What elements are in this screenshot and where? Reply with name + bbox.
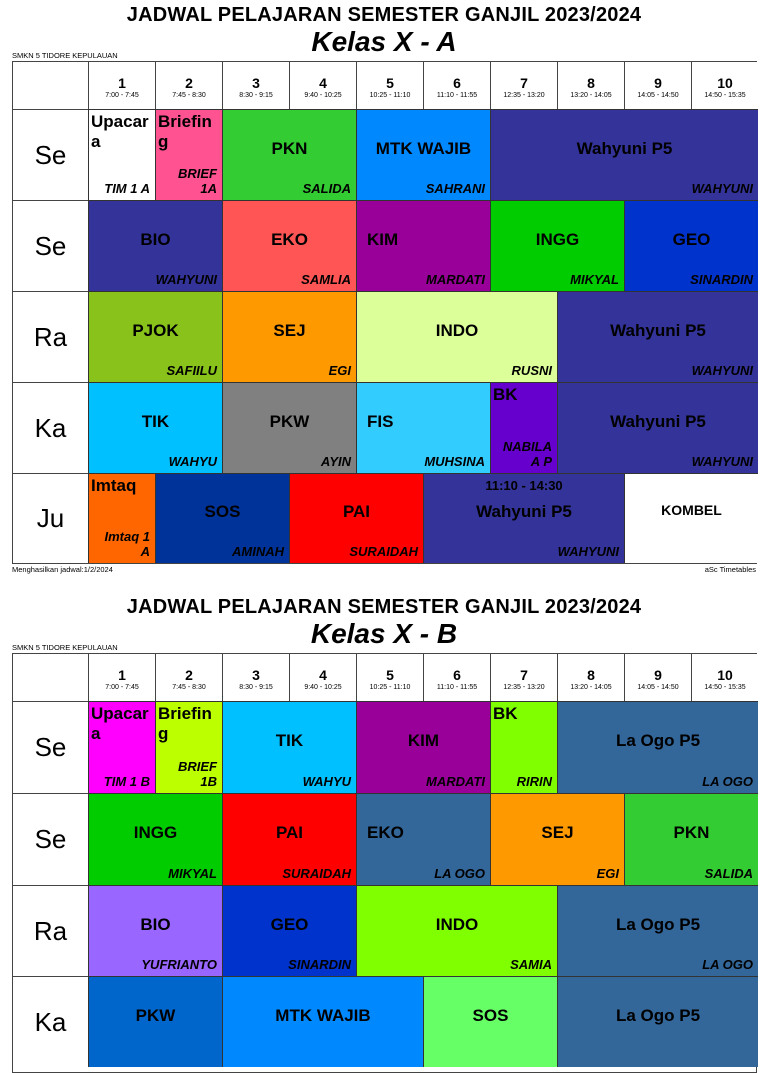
day-label: Ju — [13, 473, 88, 563]
period-header: 4 9:40 - 10:25 — [289, 62, 356, 109]
lesson-briefing[interactable]: Briefing BRIEF 1B — [155, 701, 222, 793]
lesson-bk[interactable]: BK NABILA A P — [490, 382, 557, 473]
school-name: SMKN 5 TIDORE KEPULAUAN — [12, 51, 118, 60]
period-header: 6 11:10 - 11:55 — [423, 62, 490, 109]
lesson-pkn[interactable]: PKN SALIDA — [222, 109, 356, 200]
lesson-bio[interactable]: BIO WAHYUNI — [88, 200, 222, 291]
lesson-pjok[interactable]: PJOK SAFIILU — [88, 291, 222, 382]
generated-date: Menghasilkan jadwal:1/2/2024 — [12, 565, 113, 574]
document-title: JADWAL PELAJARAN SEMESTER GANJIL 2023/20… — [126, 596, 642, 618]
lesson-mtk-wajib[interactable]: MTK WAJIB — [222, 976, 423, 1067]
generator-credit: aSc Timetables — [704, 565, 756, 574]
lesson-pai[interactable]: PAI SURAIDAH — [289, 473, 423, 563]
lesson-ingg[interactable]: INGG MIKYAL — [490, 200, 624, 291]
day-label: Ra — [13, 291, 88, 382]
period-header: 9 14:05 - 14:50 — [624, 62, 691, 109]
document-title: JADWAL PELAJARAN SEMESTER GANJIL 2023/20… — [126, 4, 642, 26]
lesson-briefing[interactable]: Briefing BRIEF 1A — [155, 109, 222, 200]
lesson-bk[interactable]: BK RIRIN — [490, 701, 557, 793]
period-header: 1 7:00 - 7:45 — [88, 62, 155, 109]
lesson-tik[interactable]: TIK WAHYU — [222, 701, 356, 793]
lesson-pkn[interactable]: PKN SALIDA — [624, 793, 758, 885]
period-header: 1 7:00 - 7:45 — [88, 654, 155, 701]
lesson-sej[interactable]: SEJ EGI — [490, 793, 624, 885]
lesson-ingg[interactable]: INGG MIKYAL — [88, 793, 222, 885]
period-header: 5 10:25 - 11:10 — [356, 654, 423, 701]
period-header: 5 10:25 - 11:10 — [356, 62, 423, 109]
lesson-kim[interactable]: KIM MARDATI — [356, 200, 490, 291]
lesson-eko[interactable]: EKO SAMLIA — [222, 200, 356, 291]
day-label: Se — [13, 701, 88, 793]
day-label: Ka — [13, 976, 88, 1067]
header-corner — [13, 654, 88, 701]
period-header: 10 14:50 - 15:35 — [691, 62, 758, 109]
lesson-indo[interactable]: INDO SAMIA — [356, 885, 557, 976]
day-label: Se — [13, 109, 88, 200]
day-label: Ra — [13, 885, 88, 976]
period-header: 10 14:50 - 15:35 — [691, 654, 758, 701]
lesson-kim[interactable]: KIM MARDATI — [356, 701, 490, 793]
period-header: 3 8:30 - 9:15 — [222, 62, 289, 109]
lesson-wahyuni-p5[interactable]: Wahyuni P5 WAHYUNI — [557, 291, 758, 382]
period-header: 7 12:35 - 13:20 — [490, 654, 557, 701]
school-name: SMKN 5 TIDORE KEPULAUAN — [12, 643, 118, 652]
period-header: 8 13:20 - 14:05 — [557, 654, 624, 701]
lesson-sos[interactable]: SOS — [423, 976, 557, 1067]
class-name: Kelas X - B — [310, 618, 458, 649]
lesson-eko[interactable]: EKO LA OGO — [356, 793, 490, 885]
lesson-upacara[interactable]: Upacara TIM 1 B — [88, 701, 155, 793]
timetable-grid: 1 7:00 - 7:45 2 7:45 - 8:30 3 8:30 - 9:15 4… — [12, 61, 758, 564]
lesson-wahyuni-p5[interactable]: Wahyuni P5 WAHYUNI — [557, 382, 758, 473]
period-header: 2 7:45 - 8:30 — [155, 654, 222, 701]
lesson-upacara[interactable]: Upacara TIM 1 A — [88, 109, 155, 200]
lesson-indo[interactable]: INDO RUSNI — [356, 291, 557, 382]
header-corner — [13, 62, 88, 109]
class-name: Kelas X - A — [311, 26, 457, 57]
lesson-pkw[interactable]: PKW AYIN — [222, 382, 356, 473]
period-header: 7 12:35 - 13:20 — [490, 62, 557, 109]
lesson-pai[interactable]: PAI SURAIDAH — [222, 793, 356, 885]
lesson-la-ogo-p5[interactable]: La Ogo P5 LA OGO — [557, 885, 758, 976]
period-header: 4 9:40 - 10:25 — [289, 654, 356, 701]
lesson-imtaq[interactable]: Imtaq Imtaq 1 A — [88, 473, 155, 563]
lesson-bio[interactable]: BIO YUFRIANTO — [88, 885, 222, 976]
lesson-sej[interactable]: SEJ EGI — [222, 291, 356, 382]
lesson-geo[interactable]: GEO SINARDIN — [222, 885, 356, 976]
lesson-la-ogo-p5[interactable]: La Ogo P5 — [557, 976, 758, 1067]
day-label: Se — [13, 200, 88, 291]
lesson-geo[interactable]: GEO SINARDIN — [624, 200, 758, 291]
timetable-grid: 1 7:00 - 7:45 2 7:45 - 8:30 3 8:30 - 9:15 4… — [12, 653, 758, 1073]
lesson-kombel[interactable]: KOMBEL — [624, 473, 758, 563]
lesson-wahyuni-p5[interactable]: 11:10 - 14:30 Wahyuni P5 WAHYUNI — [423, 473, 624, 563]
period-header: 9 14:05 - 14:50 — [624, 654, 691, 701]
lesson-wahyuni-p5[interactable]: Wahyuni P5 WAHYUNI — [490, 109, 758, 200]
lesson-sos[interactable]: SOS AMINAH — [155, 473, 289, 563]
day-label: Se — [13, 793, 88, 885]
period-header: 2 7:45 - 8:30 — [155, 62, 222, 109]
period-header: 6 11:10 - 11:55 — [423, 654, 490, 701]
lesson-pkw[interactable]: PKW — [88, 976, 222, 1067]
lesson-la-ogo-p5[interactable]: La Ogo P5 LA OGO — [557, 701, 758, 793]
lesson-tik[interactable]: TIK WAHYU — [88, 382, 222, 473]
lesson-fis[interactable]: FIS MUHSINA — [356, 382, 490, 473]
period-header: 3 8:30 - 9:15 — [222, 654, 289, 701]
day-label: Ka — [13, 382, 88, 473]
lesson-mtk-wajib[interactable]: MTK WAJIB SAHRANI — [356, 109, 490, 200]
period-header: 8 13:20 - 14:05 — [557, 62, 624, 109]
